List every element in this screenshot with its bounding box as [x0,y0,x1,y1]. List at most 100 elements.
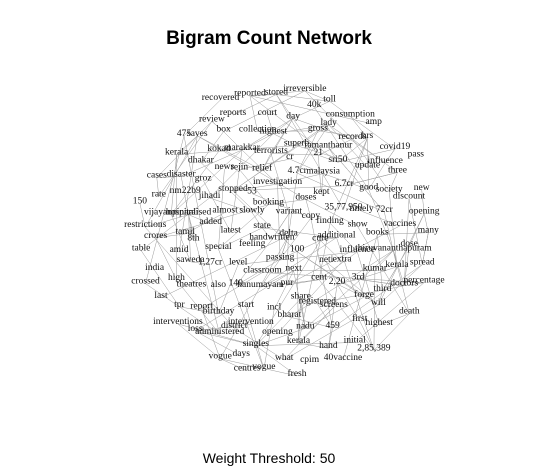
node-label: finding [316,215,344,226]
node-label: 40vaccine [324,353,363,363]
node-label: three [388,165,407,175]
network-edge [273,270,294,310]
node-label: level [229,257,248,267]
network-edge [158,121,213,197]
network-edge [219,235,289,359]
network-edge [218,204,269,250]
network-edge [260,237,337,288]
node-label: vogue [209,352,232,362]
network-edge [296,251,379,306]
node-label: crossed [131,277,160,287]
node-label: variant [276,207,303,217]
node-label: many [418,226,439,236]
node-label: dose [400,239,417,249]
node-label: 2,20 [329,277,346,287]
network-edge [300,298,318,304]
node-label: 2,85,389 [357,343,391,353]
network-edge [197,121,213,136]
network-edge [183,135,219,314]
node-label: good [359,183,378,193]
network-edge [177,323,221,359]
node-label: new [414,183,430,193]
network-edge [245,306,265,370]
network-edge [145,283,180,308]
network-edge [261,130,319,171]
node-label: saweda [177,255,206,265]
weight-threshold-label: Weight Threshold: 50 [202,450,336,466]
network-edge [249,95,258,132]
network-edge [176,145,297,155]
node-label: centres [234,364,261,374]
node-label: delta [279,228,298,238]
network-edge [255,328,306,347]
network-edge [328,124,386,164]
network-edge [218,264,239,314]
node-label: day [286,111,300,121]
node-label: almost [212,205,238,215]
node-label: registered [299,297,337,307]
network-edge [318,279,375,351]
network-edge [368,189,394,251]
node-label: review [199,114,225,124]
network-edge [176,279,220,335]
network-edge [255,342,355,347]
node-label: 21 [313,148,323,158]
node-label: fresh [288,368,307,379]
network-edge [183,99,221,136]
node-label: cpim [300,355,320,365]
network-edge [359,320,375,351]
network-edge [357,279,365,298]
node-label: saves [187,129,208,139]
network-edge [211,121,224,132]
network-edge [384,211,398,267]
network-edge [377,232,429,235]
network-edge [279,235,289,260]
network-edge [404,282,425,286]
node-label: tamil [176,227,196,237]
network-edge [317,155,322,195]
plot-title: Bigram Count Network [166,28,372,49]
network-edge [336,283,360,321]
node-label: hospitalised [166,208,212,218]
node-label: books [366,227,389,237]
network-edge [139,203,146,228]
node-label: terrorists [254,146,288,156]
network-edge [329,101,396,150]
network-edge [232,185,345,192]
network-edge [190,261,211,265]
network-edge [238,251,358,265]
node-label: feeling [239,238,266,249]
network-edge [289,250,394,318]
network-edge [343,138,368,210]
network-edge [156,176,182,178]
node-label: toll [323,94,336,104]
network-edge [171,149,243,215]
node-label: 459 [325,321,340,331]
node-label: start [238,300,255,310]
node-label: crores [144,231,168,241]
node-label: cases [147,171,167,181]
network-edge [336,283,365,298]
node-label: 100 [290,245,305,255]
node-label: 8th [187,234,199,244]
network-edge [336,237,375,351]
node-label: classroom [243,265,282,275]
network-edge [197,135,307,200]
node-label: next [285,264,302,274]
network-edge [328,147,339,163]
network-edge [374,250,394,271]
network-edge [209,133,274,199]
network-edge [262,272,425,283]
network-edge [358,266,398,280]
node-label: theatres [177,280,207,290]
network-edge [235,239,273,286]
node-label: doses [295,193,316,203]
network-edge [160,235,289,299]
node-label: 53 [247,187,257,197]
node-label: amp [366,117,383,127]
network-edge [270,153,290,214]
node-label: reported [234,89,266,99]
network-edge [354,282,425,343]
network-edge [232,183,278,192]
network-edge [304,90,330,102]
